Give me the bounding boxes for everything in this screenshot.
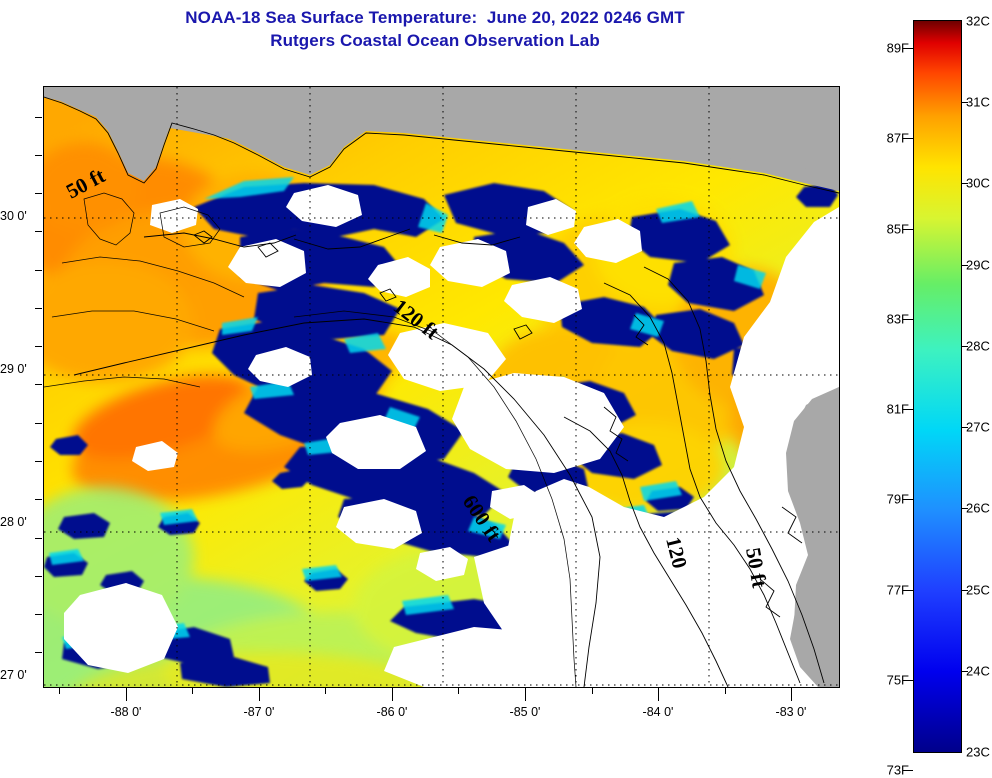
- colorbar-label-fahrenheit: 79F: [886, 491, 909, 507]
- x-tick-major: [658, 687, 659, 701]
- colorbar-label-fahrenheit: 81F: [886, 401, 909, 417]
- colorbar-label-celsius: 28C: [966, 338, 990, 354]
- colorbar-tick-celsius: [962, 345, 968, 347]
- x-axis-label: -83 0': [775, 705, 807, 719]
- y-tick-minor: [35, 193, 42, 194]
- y-tick-minor: [35, 117, 42, 118]
- x-tick-minor: [725, 687, 726, 694]
- x-tick-major: [126, 687, 127, 701]
- x-axis-label: -85 0': [509, 705, 541, 719]
- colorbar-tick-fahrenheit: [907, 589, 913, 591]
- y-axis-label: 27 0': [0, 668, 27, 682]
- y-axis-label: 28 0': [0, 515, 27, 529]
- colorbar-label-fahrenheit: 89F: [886, 40, 909, 56]
- title-line-primary: NOAA-18 Sea Surface Temperature: June 20…: [185, 8, 685, 27]
- colorbar-label-celsius: 26C: [966, 500, 990, 516]
- coastline: [44, 96, 839, 687]
- x-tick-major: [259, 687, 260, 701]
- colorbar-tick-fahrenheit: [907, 228, 913, 230]
- title-line-secondary: Rutgers Coastal Ocean Observation Lab: [270, 31, 600, 50]
- colorbar-label-fahrenheit: 83F: [886, 311, 909, 327]
- x-axis-label: -87 0': [243, 705, 275, 719]
- colorbar-tick-celsius: [962, 589, 968, 591]
- colorbar-gradient: [913, 20, 962, 753]
- colorbar-tick-fahrenheit: [907, 679, 913, 681]
- x-tick-minor: [59, 687, 60, 694]
- y-axis-label: 29 0': [0, 362, 27, 376]
- colorbar-label-celsius: 24C: [966, 663, 990, 679]
- sst-raster: 50 ft 120 ft 600 ft 120 50 ft: [44, 87, 839, 687]
- y-tick-minor: [35, 384, 42, 385]
- page-title: NOAA-18 Sea Surface Temperature: June 20…: [0, 6, 870, 52]
- colorbar-tick-celsius: [962, 670, 968, 672]
- colorbar-tick-fahrenheit: [907, 138, 913, 140]
- colorbar-tick-celsius: [962, 508, 968, 510]
- colorbar-tick-celsius: [962, 183, 968, 185]
- colorbar-tick-fahrenheit: [907, 48, 913, 50]
- x-axis-label: -86 0': [376, 705, 408, 719]
- colorbar-label-celsius: 32C: [966, 13, 990, 29]
- colorbar-tick-fahrenheit: [907, 318, 913, 320]
- colorbar-tick-fahrenheit: [907, 499, 913, 501]
- x-axis-label: -84 0': [642, 705, 674, 719]
- y-tick-minor: [35, 346, 42, 347]
- temperature-colorbar[interactable]: 89F 87F 85F 83F 81F 79F 77F 75F 73F 32C 31C 30C 29C 2…: [887, 14, 990, 778]
- colorbar-label-celsius: 23C: [966, 744, 990, 760]
- colorbar-tick-fahrenheit: [907, 770, 913, 772]
- sst-map-canvas[interactable]: 50 ft 120 ft 600 ft 120 50 ft: [43, 86, 840, 688]
- x-axis-label: -88 0': [110, 705, 142, 719]
- colorbar-label-celsius: 31C: [966, 94, 990, 110]
- x-tick-minor: [592, 687, 593, 694]
- graticule: [44, 87, 839, 687]
- x-tick-major: [392, 687, 393, 701]
- y-tick-minor: [35, 652, 42, 653]
- colorbar-tick-fahrenheit: [907, 409, 913, 411]
- colorbar-tick-celsius: [962, 102, 968, 104]
- y-tick-minor: [35, 576, 42, 577]
- y-tick-minor: [35, 270, 42, 271]
- bathymetry-contours: [44, 192, 577, 687]
- x-tick-minor: [192, 687, 193, 694]
- y-tick-minor: [35, 461, 42, 462]
- x-tick-minor: [458, 687, 459, 694]
- colorbar-label-fahrenheit: 73F: [886, 762, 909, 778]
- colorbar-label-celsius: 29C: [966, 257, 990, 273]
- y-tick-minor: [35, 614, 42, 615]
- x-tick-major: [791, 687, 792, 701]
- colorbar-label-fahrenheit: 75F: [886, 672, 909, 688]
- colorbar-label-fahrenheit: 77F: [886, 582, 909, 598]
- y-tick-minor: [35, 308, 42, 309]
- colorbar-tick-celsius: [962, 427, 968, 429]
- colorbar-tick-celsius: [962, 264, 968, 266]
- y-axis-label: 30 0': [0, 209, 27, 223]
- y-tick-minor: [35, 499, 42, 500]
- colorbar-label-celsius: 30C: [966, 175, 990, 191]
- y-tick-minor: [35, 423, 42, 424]
- y-tick-minor: [35, 538, 42, 539]
- colorbar-label-fahrenheit: 85F: [886, 221, 909, 237]
- colorbar-label-celsius: 25C: [966, 582, 990, 598]
- x-tick-minor: [325, 687, 326, 694]
- y-tick-minor: [35, 231, 42, 232]
- colorbar-label-celsius: 27C: [966, 419, 990, 435]
- y-tick-minor: [35, 155, 42, 156]
- landmass: [44, 87, 839, 687]
- x-tick-major: [525, 687, 526, 701]
- colorbar-label-fahrenheit: 87F: [886, 130, 909, 146]
